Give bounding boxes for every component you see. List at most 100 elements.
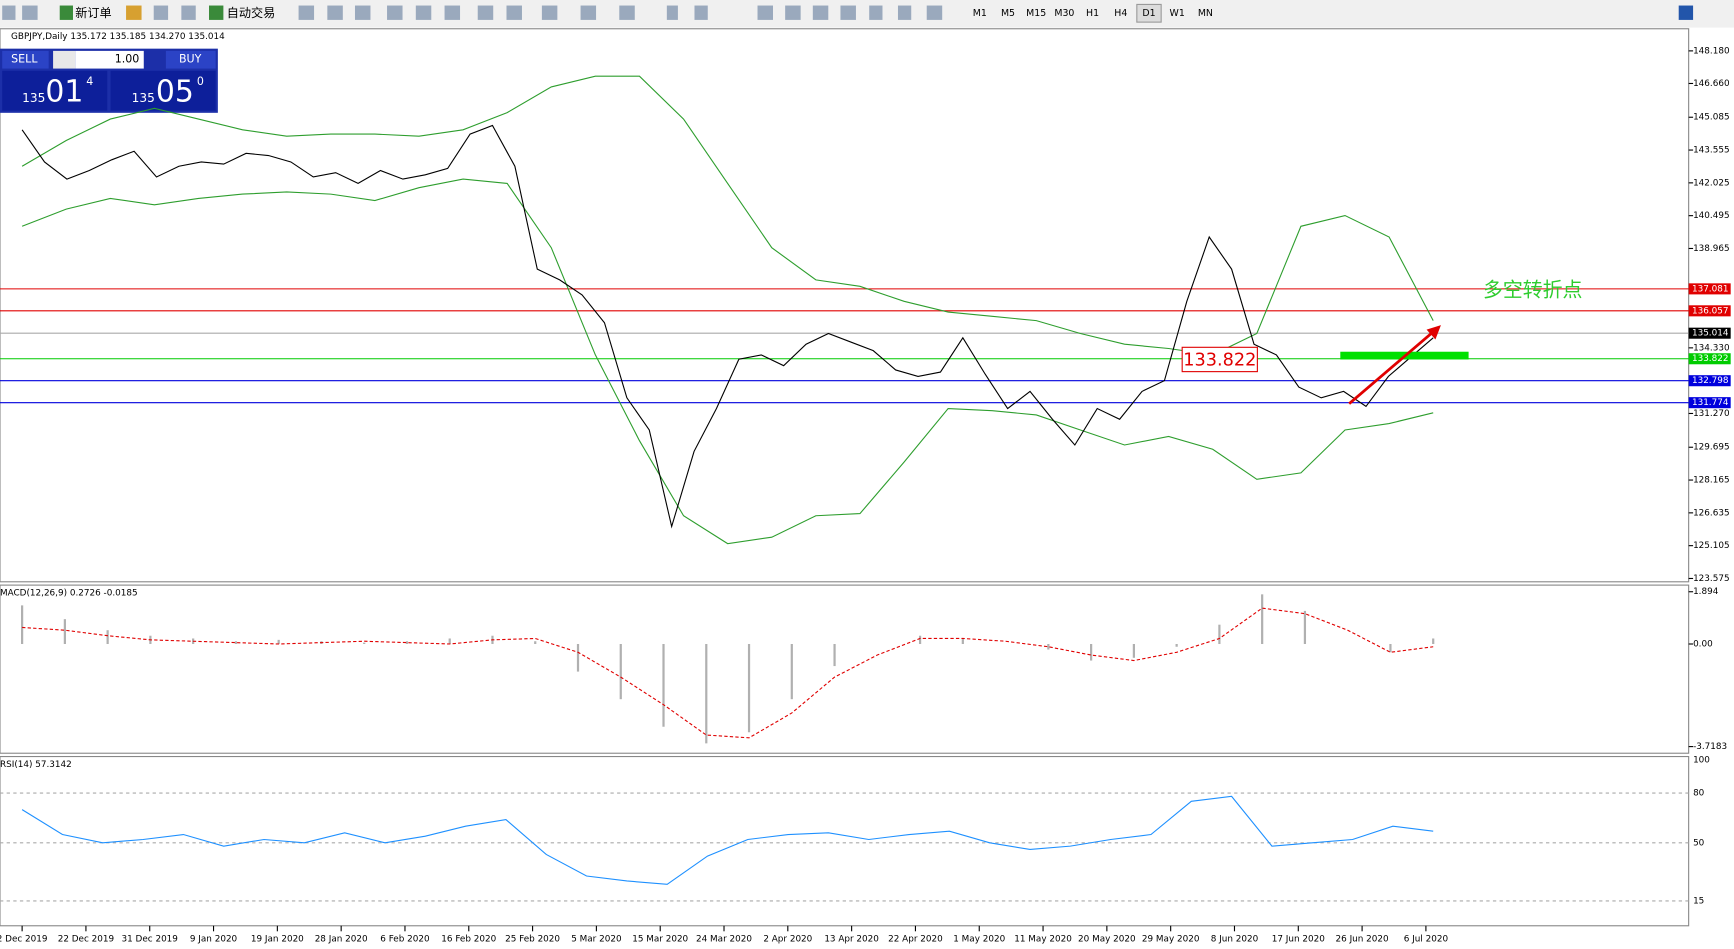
date-label: 9 Jan 2020 [190,935,238,945]
date-label: 2 Dec 2019 [0,935,48,945]
icon[interactable] [869,5,883,20]
level-label: 137.081 [1692,284,1729,294]
date-label: 28 Jan 2020 [315,935,368,945]
sell[interactable]: SELL [11,53,38,66]
arrow-head [1426,325,1441,340]
level-tag [1688,397,1731,409]
chart-header: GBPJPY,Daily 135.172 135.185 134.270 135… [11,32,225,42]
level-tag [1688,375,1731,387]
rsi-tick-label: 80 [1693,789,1705,799]
icon[interactable] [694,5,708,20]
macd-tick-label: 0.00 [1693,639,1713,649]
icon[interactable] [387,5,403,20]
icon[interactable] [840,5,856,20]
timeframe[interactable]: M15 [1026,8,1046,19]
date-label: 15 Mar 2020 [632,935,688,945]
rsi-tick-label: 15 [1693,896,1704,906]
macd-signal [22,607,1434,739]
icon[interactable] [59,5,73,20]
icon[interactable] [2,5,16,20]
icon[interactable] [812,5,829,20]
price-label: 145.085 [1693,113,1730,123]
icon[interactable] [327,5,343,20]
ask-box[interactable] [110,70,216,111]
timeframe[interactable]: D1 [1142,8,1155,19]
price-label: 146.660 [1693,79,1730,89]
price-label: 125.105 [1693,541,1730,551]
icon[interactable] [785,5,801,20]
icon[interactable] [209,5,224,20]
timeframe[interactable]: W1 [1170,8,1185,19]
price-label: 140.495 [1693,211,1730,221]
date-label: 20 May 2020 [1078,935,1136,945]
timeframe[interactable]: M30 [1054,8,1074,19]
toolbar-icons [2,5,1694,20]
icon[interactable] [541,5,558,20]
sell-button[interactable] [2,50,49,69]
price-label: 123.575 [1693,574,1730,584]
icon[interactable] [354,5,371,20]
plot: 148.180 146.660 145.085 143.555 142.025 140.4… [0,46,1731,945]
date-label: 2 Apr 2020 [763,935,812,945]
date-label: 17 Jun 2020 [1272,935,1325,945]
lot-down[interactable] [53,50,76,69]
buy-button[interactable] [165,50,216,69]
date-label: 25 Feb 2020 [505,935,560,945]
icon[interactable] [126,5,142,20]
price-label: 128.165 [1693,476,1730,486]
icon[interactable] [1678,5,1694,20]
new-order[interactable]: 新订单 [75,5,111,20]
date-label: 24 Mar 2020 [696,935,752,945]
timeframe[interactable]: M5 [1001,8,1015,19]
timeframes: M1 M5 M15 M30 H1 H4 D1 W1 MN [973,3,1213,23]
date-label: 22 Dec 2019 [58,935,114,945]
timeframe[interactable]: MN [1198,8,1213,19]
icon[interactable] [444,5,461,20]
date-label: 31 Dec 2019 [122,935,178,945]
auto-trading[interactable]: 自动交易 [227,5,276,20]
ask-sup: 0 [197,75,204,88]
level-label: 133.822 [1692,354,1729,364]
price-label: 131.270 [1693,409,1730,419]
box-label: 133.822 [1183,351,1256,371]
icon[interactable] [22,5,38,20]
bid-box[interactable] [2,70,108,111]
icon[interactable] [477,5,494,20]
annotation: 多空转折点 [1483,278,1582,301]
icon[interactable] [181,5,196,20]
timeframe[interactable]: H4 [1114,8,1127,19]
icon[interactable] [757,5,774,20]
icon[interactable] [926,5,943,20]
icon[interactable] [666,5,678,20]
macd-panel [0,584,1690,754]
icon[interactable] [506,5,522,20]
icon[interactable] [153,5,169,20]
level-label: 132.798 [1692,376,1729,386]
trend-arrow [1348,330,1435,405]
date-label: 19 Jan 2020 [251,935,304,945]
lots[interactable]: 1.00 [115,53,140,66]
date-label: 5 Mar 2020 [571,935,622,945]
price-label: 134.330 [1693,343,1730,353]
rsi-label: RSI(14) 57.3142 [0,760,72,770]
level-label: 136.057 [1692,306,1729,316]
label-box [1181,346,1258,373]
icon[interactable] [897,5,912,20]
price-label: 142.025 [1693,178,1730,188]
price-label: 126.635 [1693,508,1730,518]
icon[interactable] [580,5,597,20]
rsi-tick-label: 50 [1693,838,1705,848]
icon[interactable] [619,5,635,20]
timeframe[interactable]: M1 [973,8,987,19]
buy[interactable]: BUY [179,53,202,66]
level-tag [1688,327,1731,339]
icon[interactable] [298,5,315,20]
level-label: 131.774 [1692,398,1729,408]
date-label: 6 Jul 2020 [1404,935,1449,945]
icon[interactable] [415,5,432,20]
timeframe[interactable]: H1 [1086,8,1099,19]
date-label: 8 Jun 2020 [1211,935,1259,945]
lot-input[interactable] [75,50,144,69]
